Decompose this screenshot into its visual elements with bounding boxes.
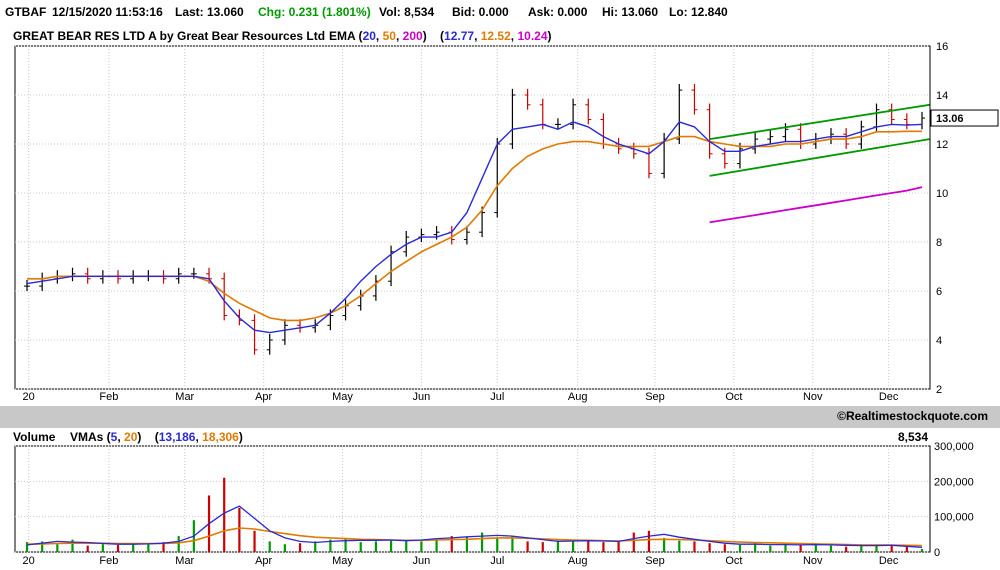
price-x-tick-label: Sep xyxy=(645,391,665,403)
price-x-tick-label: Apr xyxy=(255,391,272,403)
price-tag: 13.06 xyxy=(936,113,964,125)
ema200-line xyxy=(709,186,923,224)
vma5-line xyxy=(26,505,923,548)
volume-y-tick-label: 200,000 xyxy=(934,476,974,488)
vma-legend: VMAs (5, 20) (13,186, 18,306) xyxy=(70,430,243,444)
price-x-tick-label: May xyxy=(332,391,353,403)
ema20-line xyxy=(26,121,923,334)
price-y-tick-label: 2 xyxy=(936,384,942,396)
price-y-tick-label: 12 xyxy=(936,139,948,151)
volume-readout: Vol: 8,534 xyxy=(379,5,435,19)
bid: Bid: 0.000 xyxy=(452,5,509,19)
price-x-tick-label: Dec xyxy=(879,391,899,403)
price-plot-frame xyxy=(14,45,931,390)
volume-x-tick-label: Mar xyxy=(175,555,194,567)
volume-x-tick-label: Sep xyxy=(645,555,665,567)
volume-y-tick-label: 100,000 xyxy=(934,512,974,524)
symbol: GTBAF xyxy=(5,5,47,19)
price-x-tick-label: Aug xyxy=(568,391,588,403)
volume-x-tick-label: Jun xyxy=(413,555,431,567)
volume-x-tick-label: May xyxy=(332,555,353,567)
volume-y-tick-label: 300,000 xyxy=(934,441,974,453)
price-y-tick-label: 14 xyxy=(936,90,948,102)
volume-x-tick-label: Feb xyxy=(99,555,118,567)
price-y-tick-label: 8 xyxy=(936,237,942,249)
copyright: ©Realtimestockquote.com xyxy=(837,409,988,423)
volume-plot-frame xyxy=(14,445,931,553)
low: Lo: 12.840 xyxy=(669,5,728,19)
quote-datetime: 12/15/2020 11:53:16 xyxy=(52,5,163,19)
volume-x-tick-label: Dec xyxy=(879,555,899,567)
volume-label: Volume xyxy=(13,430,56,444)
vma20-line xyxy=(26,527,923,547)
channel-lower-line xyxy=(709,138,930,177)
channel-upper-line xyxy=(709,103,930,140)
volume-x-tick-label: Oct xyxy=(725,555,742,567)
quote-bar: GTBAF 12/15/2020 11:53:16 Last: 13.060 C… xyxy=(0,0,1000,24)
ema-legend: EMA (20, 50, 200) (12.77, 12.52, 10.24) xyxy=(329,29,552,43)
last-price: Last: 13.060 xyxy=(175,5,244,19)
volume-x-tick-label: Aug xyxy=(568,555,588,567)
volume-chart-header: Volume VMAs (5, 20) (13,186, 18,306) 8,5… xyxy=(0,429,1000,445)
price-x-tick-label: Jul xyxy=(490,391,504,403)
price-y-tick-label: 10 xyxy=(936,188,948,200)
change: Chg: 0.231 (1.801%) xyxy=(258,5,371,19)
price-y-tick-label: 6 xyxy=(936,286,942,298)
chart-separator: ©Realtimestockquote.com xyxy=(0,406,1000,428)
price-chart-header: GREAT BEAR RES LTD A by Great Bear Resou… xyxy=(0,27,1000,45)
price-y-tick-label: 4 xyxy=(936,335,942,347)
volume-x-tick-label: Apr xyxy=(255,555,272,567)
price-tag-box xyxy=(930,109,999,127)
current-volume: 8,534 xyxy=(898,430,929,444)
price-x-tick-label: Jun xyxy=(413,391,431,403)
price-x-tick-label: Feb xyxy=(99,391,118,403)
price-x-tick-label: Nov xyxy=(803,391,823,403)
volume-x-tick-label: Jul xyxy=(490,555,504,567)
price-y-tick-label: 16 xyxy=(936,41,948,53)
ask: Ask: 0.000 xyxy=(528,5,588,19)
volume-y-tick-label: 0 xyxy=(934,547,940,559)
high: Hi: 13.060 xyxy=(602,5,659,19)
volume-x-tick-label: 20 xyxy=(23,555,35,567)
volume-x-tick-label: Nov xyxy=(803,555,823,567)
chart-title: GREAT BEAR RES LTD A by Great Bear Resou… xyxy=(13,29,326,43)
price-x-tick-label: Mar xyxy=(175,391,194,403)
price-chart: 2 4 6 8 10 12 14 16 20 Feb Mar Apr May Jun Jul Aug Sep Oc… xyxy=(14,41,999,403)
price-x-tick-label: Oct xyxy=(725,391,742,403)
price-x-tick-label: 20 xyxy=(23,391,35,403)
